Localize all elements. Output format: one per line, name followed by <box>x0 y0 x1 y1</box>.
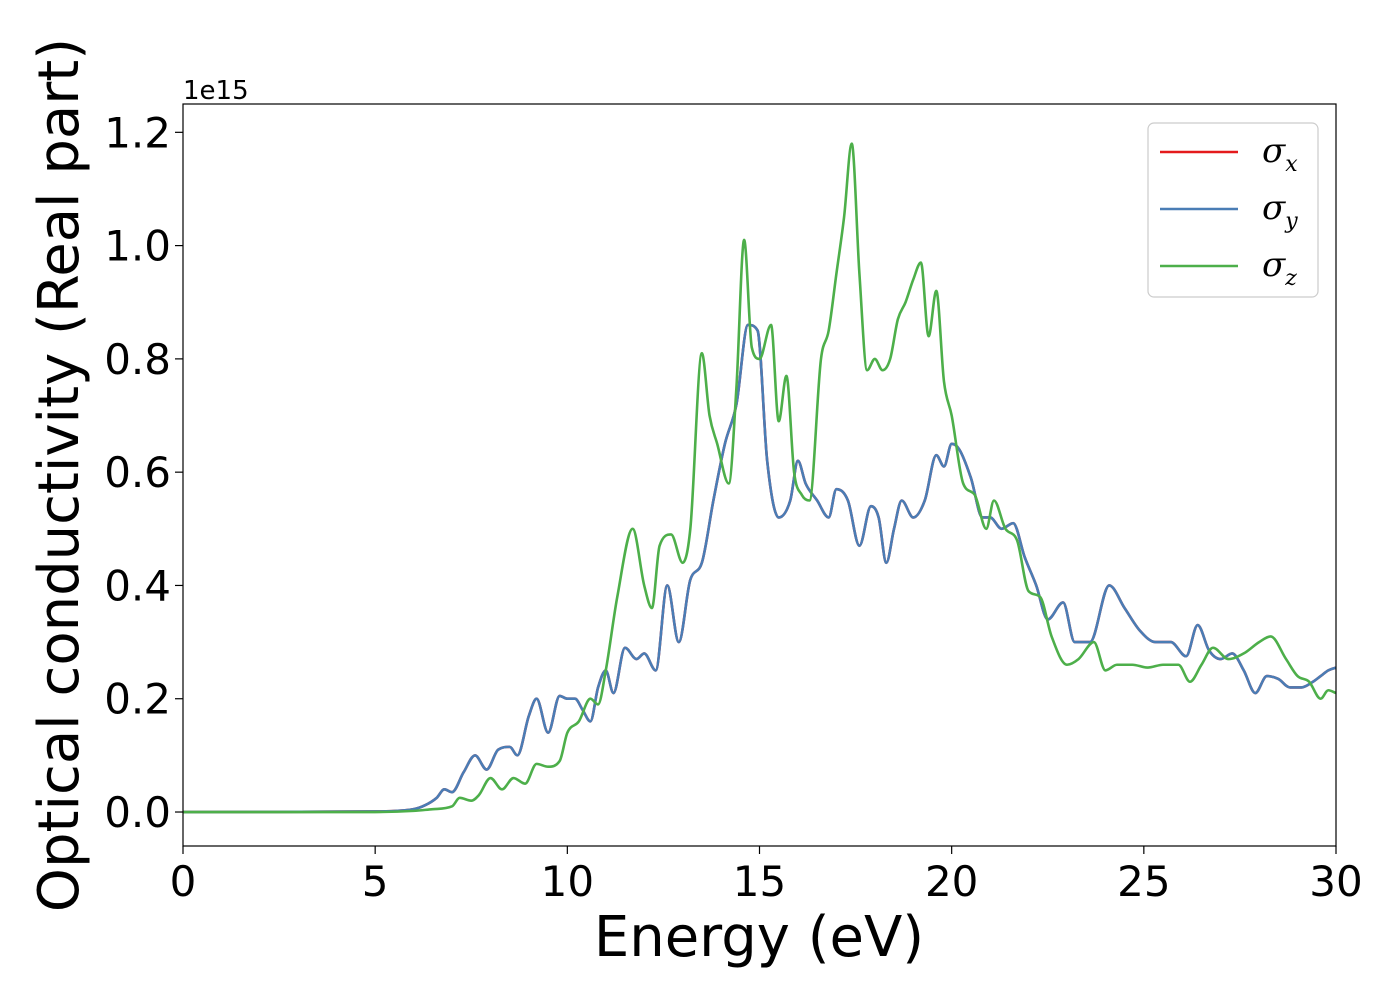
y-tick-label: 1.2 <box>104 108 171 157</box>
y-tick-label: 0.6 <box>104 448 171 497</box>
x-axis-label: Energy (eV) <box>594 905 924 970</box>
y-tick-label: 0.8 <box>104 335 171 384</box>
y-axis-label: Optical conductivity (Real part) <box>27 38 92 912</box>
x-tick-label: 20 <box>925 857 978 906</box>
y-tick-label: 1.0 <box>104 222 171 271</box>
y-tick-label: 0.0 <box>104 788 171 837</box>
y-offset-label: 1e15 <box>183 76 249 106</box>
x-tick-label: 0 <box>170 857 197 906</box>
x-tick-label: 30 <box>1309 857 1362 906</box>
x-tick-label: 25 <box>1117 857 1170 906</box>
series-line-y <box>183 323 1336 814</box>
series-line-x <box>183 323 1336 814</box>
y-ticks: 0.0 0.2 0.4 0.6 0.8 1.0 1.2 <box>104 108 183 837</box>
x-tick-label: 5 <box>362 857 389 906</box>
x-tick-label: 15 <box>733 857 786 906</box>
y-tick-label: 0.2 <box>104 675 171 724</box>
x-tick-label: 10 <box>541 857 594 906</box>
series-line-z <box>183 142 1336 814</box>
y-tick-label: 0.4 <box>104 561 171 610</box>
x-ticks: 0 5 10 15 20 25 30 <box>170 846 1363 906</box>
plot-lines <box>183 142 1336 814</box>
legend-label-z: σz <box>1262 245 1297 291</box>
